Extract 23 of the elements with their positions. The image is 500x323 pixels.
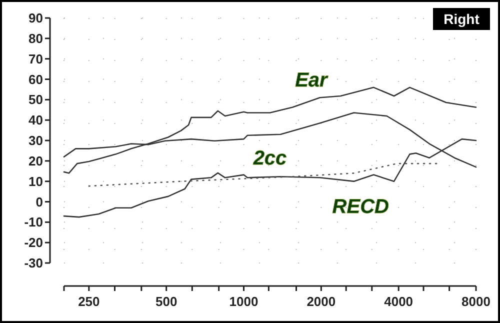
series-label: 2cc [252, 148, 287, 170]
series-label: Ear [295, 70, 329, 92]
annotation: Right [444, 10, 480, 27]
x-tick-label: 4000 [384, 294, 414, 309]
y-tick-label: 10 [28, 174, 43, 189]
y-tick-label: 70 [28, 51, 43, 66]
y-tick-label: -20 [24, 235, 43, 250]
y-tick-label: 20 [28, 153, 43, 168]
y-tick-label: -10 [24, 214, 43, 230]
y-tick-label: 30 [28, 133, 43, 148]
x-tick-label: 500 [155, 294, 178, 309]
y-tick-label: 80 [28, 30, 43, 46]
y-tick-label: 90 [28, 10, 43, 26]
y-tick-label: 40 [28, 112, 43, 128]
x-tick-label: 1000 [229, 294, 258, 309]
y-tick-label: 60 [28, 72, 43, 87]
series-label: RECD [332, 196, 389, 218]
y-tick-label: -30 [24, 256, 43, 271]
y-tick-label: 0 [36, 194, 43, 210]
x-tick-label: 2000 [306, 294, 336, 309]
x-tick-label: 8000 [462, 294, 490, 309]
x-tick-label: 250 [78, 294, 100, 309]
y-tick-label: 50 [28, 92, 43, 108]
